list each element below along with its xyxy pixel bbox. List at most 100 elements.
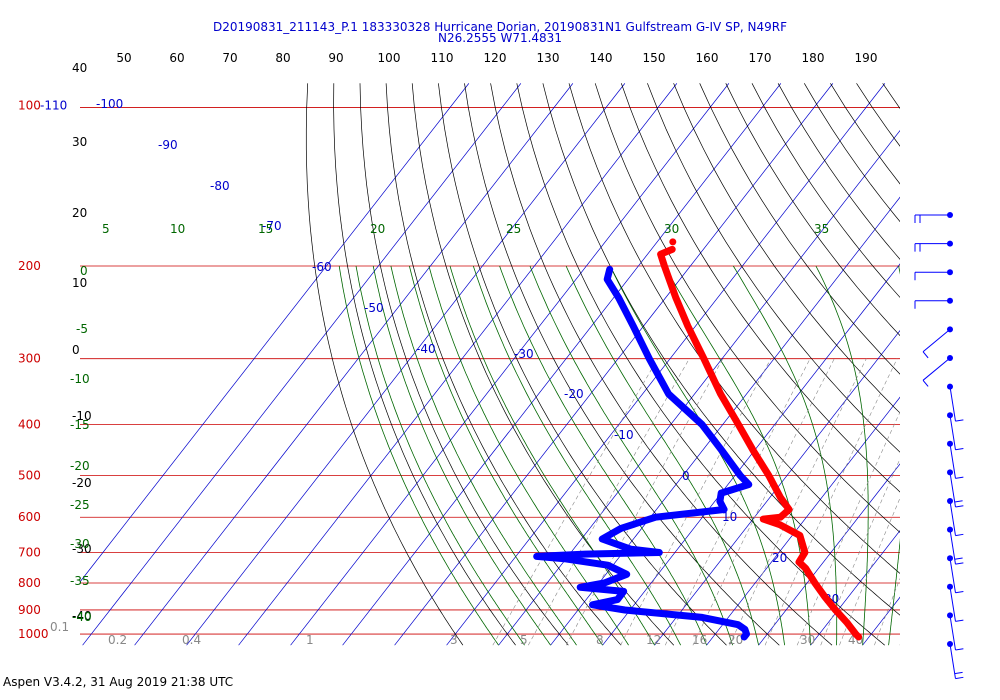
mixing-ratio-line [839, 497, 900, 646]
theta-tick-label: 110 [431, 51, 454, 65]
wind-barb [947, 469, 964, 508]
wind-barb [947, 440, 964, 479]
isotherm-line [134, 83, 574, 646]
isotherm-label: -60 [312, 260, 332, 274]
wind-barb-flag [955, 619, 964, 622]
wind-barb [947, 383, 964, 422]
wind-barb [947, 555, 964, 594]
temperature-point [669, 238, 677, 246]
mixing-ratio-line [820, 458, 900, 646]
wind-barb [922, 326, 953, 359]
theta-tick-label: 180 [802, 51, 825, 65]
pressure-tick-label: 100 [18, 98, 41, 112]
wind-barb-staff [949, 529, 956, 565]
pressure-tick-label: -110 [40, 98, 67, 112]
wind-barb-flag [922, 379, 929, 387]
isotherm-label: -40 [416, 342, 436, 356]
dry-adiabat-line [725, 83, 900, 337]
pressure-tick-label: 1000 [18, 627, 49, 641]
theta-tick-label: 170 [749, 51, 772, 65]
moist-adiabat-label: 25 [506, 222, 521, 236]
mixing-ratio-line [528, 358, 690, 646]
wind-barb [914, 297, 953, 309]
dry-adiabat-label: 30 [72, 135, 87, 149]
isotherm-label: -80 [210, 179, 230, 193]
isotherm-label: -70 [262, 219, 282, 233]
moist-adiabat-line [664, 265, 811, 646]
moist-adiabat-line [338, 265, 499, 646]
dry-adiabat-label: 40 [72, 61, 87, 75]
theta-tick-label: 120 [484, 51, 507, 65]
dry-adiabat-label: -40 [72, 609, 92, 623]
dry-adiabat-line [647, 83, 900, 453]
wind-barb [947, 412, 964, 451]
dry-adiabat-line [935, 83, 1000, 645]
theta-tick-label: 100 [378, 51, 401, 65]
wind-barb-flag [955, 562, 964, 565]
mixing-ratio-line [796, 411, 900, 646]
pressure-tick-label: 900 [18, 603, 41, 617]
wind-barb-flag [955, 648, 964, 651]
footer-text: Aspen V3.4.2, 31 Aug 2019 21:38 UTC [3, 675, 234, 689]
isotherm-line [394, 83, 834, 646]
chart-title: D20190831_211143_P.1 183330328 Hurricane… [212, 20, 788, 34]
wind-barb [947, 641, 964, 680]
moist-adiabat-label: -25 [70, 498, 90, 512]
mixing-ratio-label: 0.4 [182, 633, 201, 647]
dewpoint-profile [533, 265, 753, 641]
wind-barb-flag [955, 448, 964, 451]
dry-adiabat-line [620, 83, 900, 493]
mixing-ratio-line [729, 358, 867, 646]
pressure-tick-label: 300 [18, 352, 41, 366]
moist-adiabat-line [390, 265, 577, 646]
dry-adiabat-line [961, 83, 1000, 645]
wind-barb-staff [949, 586, 956, 622]
wind-barb [947, 526, 964, 565]
moist-adiabat-label: -10 [70, 372, 90, 386]
theta-tick-label: 190 [855, 51, 878, 65]
pressure-tick-label: 400 [18, 417, 41, 431]
isotherm-line [810, 530, 900, 646]
wind-barb-staff [949, 386, 956, 422]
wind-barb [922, 355, 953, 387]
moist-adiabat-line [565, 265, 759, 646]
isotherm-line [290, 83, 730, 646]
moist-adiabat-line [372, 265, 551, 646]
mixing-ratio-label: 16 [692, 633, 707, 647]
moist-adiabat-line [428, 265, 629, 646]
moist-adiabat-line [499, 265, 707, 646]
isotherm-line [342, 83, 782, 646]
dry-adiabat-line [594, 83, 900, 533]
theta-tick-label: 60 [169, 51, 184, 65]
temperature-profile [657, 245, 863, 641]
mixing-ratio-line [874, 577, 900, 646]
dry-adiabat-label: -10 [72, 409, 92, 423]
theta-tick-label: 70 [222, 51, 237, 65]
isotherm-label: 0 [682, 469, 690, 483]
wind-barb-flag [954, 557, 963, 560]
moist-adiabat-line [355, 265, 525, 646]
theta-tick-label: 130 [537, 51, 560, 65]
mixing-ratio-line [565, 358, 724, 646]
wind-barb-staff [949, 500, 956, 536]
isotherm-label: 10 [722, 510, 737, 524]
wind-barbs [914, 212, 964, 680]
isotherm-label: -90 [158, 138, 178, 152]
mixing-ratio-label: 3 [450, 633, 458, 647]
moist-adiabat-label: 30 [664, 222, 679, 236]
wind-barb-staff [949, 558, 956, 593]
wind-barb [947, 583, 964, 622]
wind-barb-flag [955, 533, 964, 537]
isotherm-line [967, 83, 1000, 645]
isotherm-line [80, 83, 470, 583]
moist-adiabat-line [888, 265, 900, 646]
isotherm-line [602, 263, 900, 646]
dry-adiabat-line [568, 83, 900, 574]
dry-adiabat-label: 20 [72, 206, 87, 220]
wind-barb [947, 498, 964, 537]
moist-adiabat-label: 0 [80, 264, 88, 278]
wind-barb-flag [955, 505, 964, 508]
wind-barb-flag [955, 591, 964, 594]
